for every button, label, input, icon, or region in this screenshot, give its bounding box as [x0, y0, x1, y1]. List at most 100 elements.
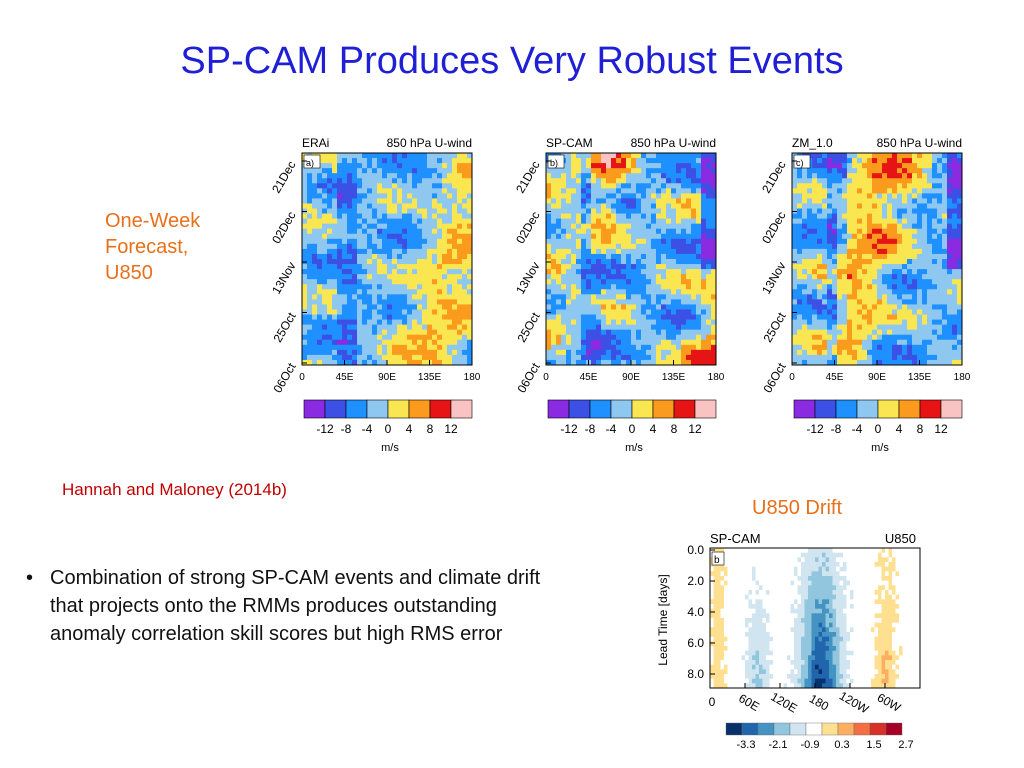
heatmap-cell	[797, 279, 803, 285]
heatmap-cell	[804, 576, 809, 582]
heatmap-cell	[780, 552, 784, 558]
heatmap-cell	[377, 314, 383, 320]
heatmap-cell	[661, 203, 667, 209]
heatmap-cell	[591, 319, 597, 326]
heatmap-cell	[922, 153, 928, 159]
heatmap-cell	[367, 314, 373, 320]
heatmap-cell	[734, 590, 739, 596]
heatmap-cell	[332, 324, 338, 331]
heatmap-cell	[571, 359, 577, 366]
heatmap-cell	[302, 178, 308, 184]
colorbar-unit: m/s	[381, 442, 399, 454]
heatmap-cell	[596, 178, 602, 184]
heatmap-cell	[337, 264, 343, 270]
heatmap-cell	[596, 248, 602, 255]
heatmap-cell	[586, 178, 592, 184]
heatmap-cell	[812, 259, 818, 265]
heatmap-cell	[847, 339, 853, 346]
heatmap-cell	[302, 188, 308, 194]
heatmap-cell	[352, 233, 358, 240]
heatmap-cell	[601, 354, 607, 361]
heatmap-cell	[307, 198, 313, 204]
heatmap-cell	[792, 269, 798, 275]
heatmap-cell	[606, 173, 612, 179]
heatmap-cell	[447, 339, 453, 346]
heatmap-cell	[417, 259, 423, 265]
heatmap-cell	[867, 344, 873, 351]
heatmap-cell	[581, 153, 587, 159]
heatmap-cell	[362, 218, 368, 225]
heatmap-cell	[745, 548, 749, 554]
heatmap-cell	[957, 193, 963, 199]
heatmap-cell	[591, 284, 597, 290]
heatmap-cell	[422, 243, 428, 250]
heatmap-cell	[616, 218, 622, 225]
heatmap-cell	[437, 274, 443, 280]
heatmap-cell	[636, 193, 642, 199]
heatmap-cell	[561, 218, 567, 225]
heatmap-cell	[902, 359, 908, 366]
heatmap-cell	[787, 590, 791, 596]
heatmap-cell	[822, 243, 828, 250]
heatmap-cell	[706, 178, 712, 184]
heatmap-cell	[671, 284, 677, 290]
heatmap-cell	[797, 319, 803, 326]
heatmap-cell	[691, 289, 697, 295]
heatmap-cell	[546, 269, 552, 275]
heatmap-cell	[352, 304, 358, 310]
heatmap-cell	[877, 359, 883, 366]
heatmap-cell	[862, 183, 868, 189]
heatmap-cell	[342, 218, 348, 225]
heatmap-cell	[696, 223, 702, 230]
heatmap-cell	[892, 329, 898, 336]
heatmap-cell	[342, 173, 348, 179]
heatmap-cell	[872, 228, 878, 235]
heatmap-cell	[352, 359, 358, 366]
colorbar-swatch	[387, 399, 410, 419]
heatmap-cell	[302, 233, 308, 240]
heatmap-cell	[862, 309, 868, 315]
heatmap-cell	[741, 562, 746, 568]
heatmap-cell	[566, 238, 572, 245]
heatmap-cell	[591, 274, 597, 280]
heatmap-cell	[947, 299, 953, 305]
heatmap-cell	[621, 274, 627, 280]
heatmap-cell	[942, 289, 948, 295]
heatmap-cell	[621, 203, 627, 209]
heatmap-cell	[452, 359, 458, 366]
heatmap-cell	[907, 299, 913, 305]
heatmap-cell	[881, 585, 886, 591]
heatmap-cell	[447, 168, 453, 174]
heatmap-cell	[656, 329, 662, 336]
heatmap-cell	[947, 319, 953, 326]
heatmap-cell	[382, 259, 388, 265]
heatmap-cell	[407, 319, 413, 326]
heatmap-cell	[691, 259, 697, 265]
heatmap-cell	[586, 334, 592, 341]
heatmap-cell	[357, 309, 363, 315]
heatmap-cell	[332, 339, 338, 346]
heatmap-cell	[872, 238, 878, 245]
heatmap-cell	[641, 324, 647, 331]
heatmap-cell	[807, 259, 813, 265]
heatmap-cell	[811, 552, 816, 558]
heatmap-cell	[596, 238, 602, 245]
heatmap-cell	[432, 208, 438, 214]
heatmap-cell	[447, 354, 453, 361]
heatmap-cell	[571, 284, 577, 290]
heatmap-cell	[452, 193, 458, 199]
heatmap-cell	[457, 208, 463, 214]
heatmap-cell	[666, 269, 672, 275]
heatmap-cell	[442, 223, 448, 230]
heatmap-cell	[357, 213, 363, 220]
heatmap-cell	[701, 238, 707, 245]
heatmap-cell	[646, 349, 652, 356]
heatmap-cell	[591, 163, 597, 169]
heatmap-cell	[616, 304, 622, 310]
heatmap-cell	[352, 264, 358, 270]
heatmap-cell	[807, 208, 813, 214]
heatmap-cell	[843, 580, 847, 586]
heatmap-cell	[842, 208, 848, 214]
heatmap-cell	[852, 163, 858, 169]
heatmap-cell	[576, 299, 582, 305]
